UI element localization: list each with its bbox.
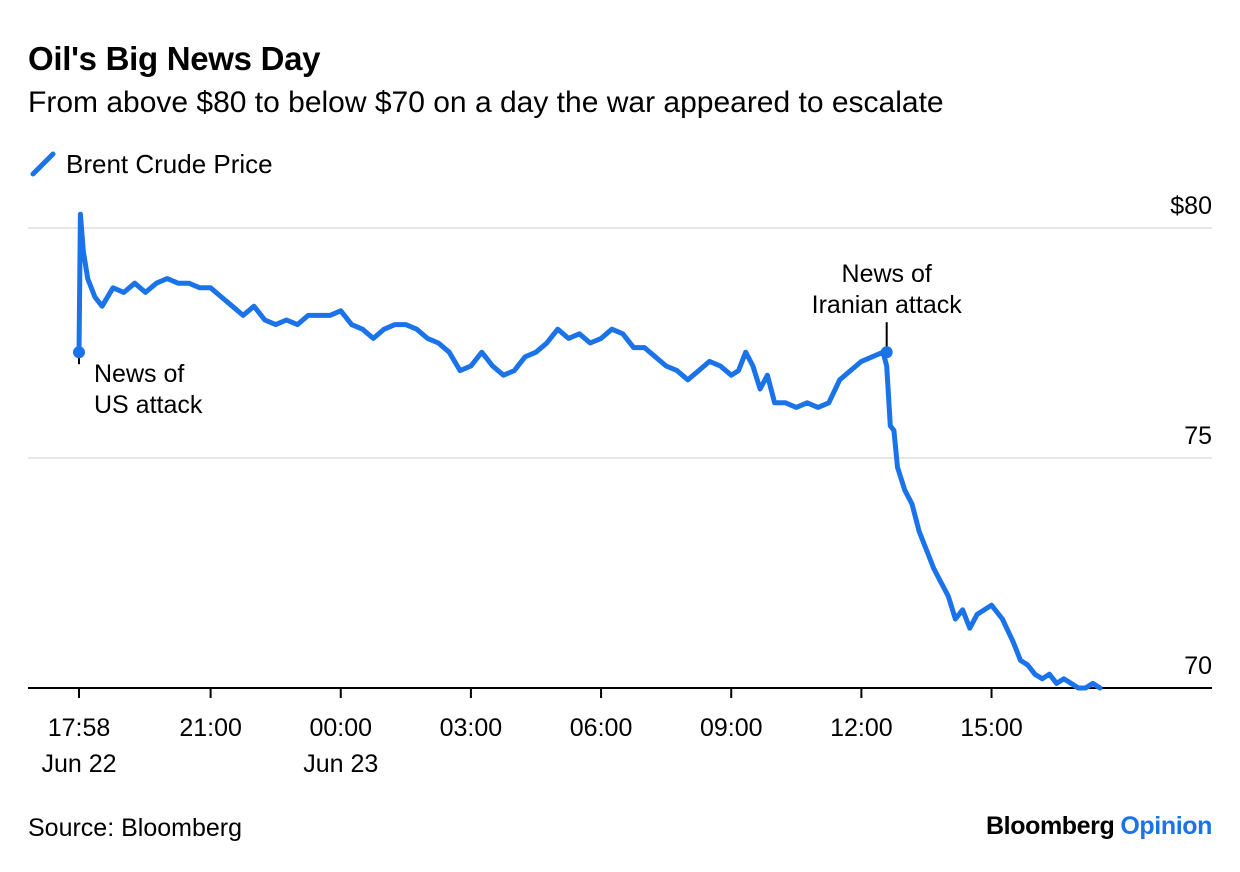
- annotation-marker: [880, 346, 893, 359]
- brand-secondary: Opinion: [1120, 812, 1212, 840]
- y-tick-label: 70: [1184, 652, 1212, 680]
- legend-label: Brent Crude Price: [66, 148, 273, 179]
- y-tick-label: 75: [1184, 422, 1212, 450]
- annotation-text: Iranian attack: [812, 291, 963, 319]
- x-tick-label: 12:00: [830, 714, 893, 742]
- source-note: Source: Bloomberg: [28, 814, 243, 842]
- x-tick-label: 03:00: [440, 714, 503, 742]
- x-tick-label: 15:00: [960, 714, 1023, 742]
- legend: Brent Crude Price: [28, 148, 273, 180]
- x-tick-label: 21:00: [179, 714, 242, 742]
- chart-title: Oil's Big News Day: [28, 40, 321, 77]
- brand-logo: Bloomberg Opinion: [986, 812, 1212, 841]
- annotation-text: News of: [94, 360, 184, 388]
- x-tick-sublabel: Jun 22: [41, 750, 116, 778]
- x-tick-label: 00:00: [309, 714, 372, 742]
- legend-swatch: [30, 151, 56, 177]
- series-line-0: [76, 211, 1103, 691]
- annotation-text: News of: [842, 260, 932, 288]
- annotation-text: US attack: [94, 391, 203, 419]
- brand-primary: Bloomberg: [986, 812, 1115, 840]
- y-tick-label: $80: [1170, 192, 1212, 220]
- x-tick-label: 17:58: [48, 714, 111, 742]
- x-tick-label: 06:00: [570, 714, 633, 742]
- chart-subtitle: From above $80 to below $70 on a day the…: [28, 86, 944, 119]
- x-tick-label: 09:00: [700, 714, 763, 742]
- x-tick-sublabel: Jun 23: [303, 750, 378, 778]
- annotation-marker: [73, 346, 85, 359]
